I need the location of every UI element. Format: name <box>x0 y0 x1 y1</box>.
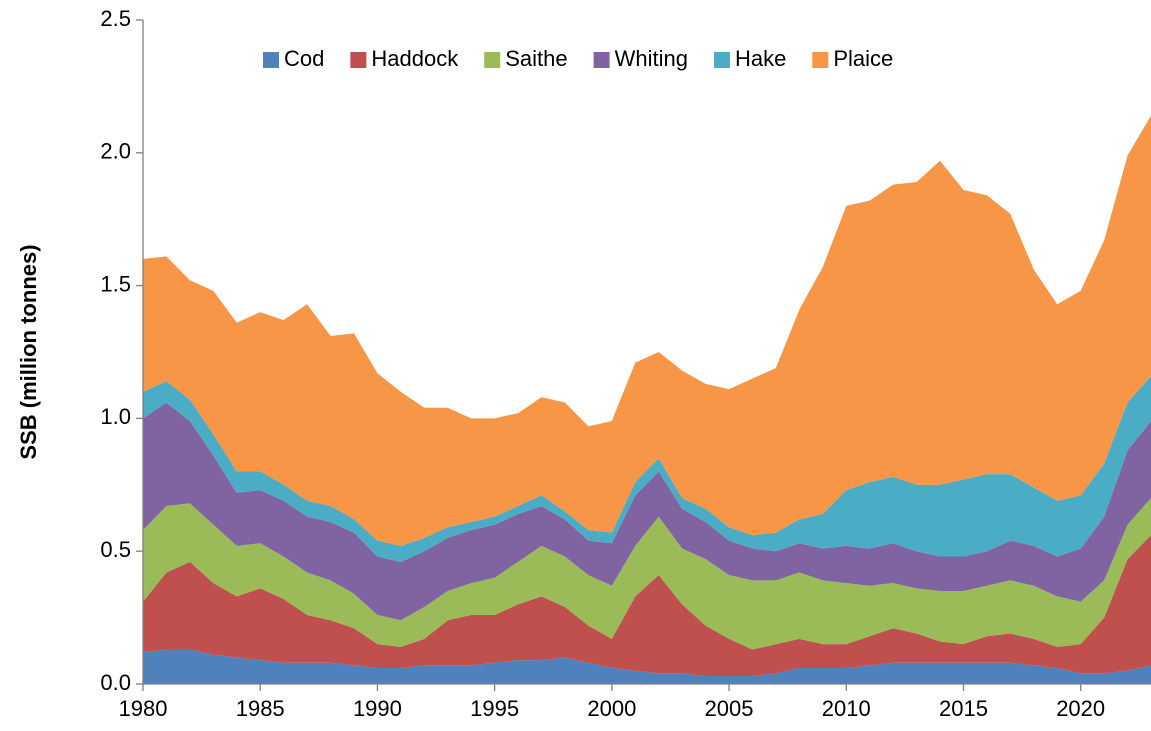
x-tick-label: 2000 <box>587 696 636 721</box>
area <box>143 115 1151 546</box>
y-tick-label: 0.0 <box>100 670 131 695</box>
y-tick-label: 2.0 <box>100 139 131 164</box>
area <box>143 535 1151 677</box>
x-tick-label: 1990 <box>353 696 402 721</box>
legend-label: Hake <box>735 46 786 71</box>
area <box>143 498 1151 650</box>
y-tick-label: 1.5 <box>100 271 131 296</box>
legend-label: Plaice <box>833 46 893 71</box>
y-axis-title: SSB (million tonnes) <box>16 244 41 459</box>
area <box>143 649 1151 684</box>
y-tick-label: 1.0 <box>100 404 131 429</box>
x-tick-label: 2005 <box>705 696 754 721</box>
legend-swatch <box>484 52 501 68</box>
legend-swatch <box>713 52 730 68</box>
legend-label: Haddock <box>371 46 459 71</box>
x-tick-label: 1985 <box>236 696 285 721</box>
legend-label: Saithe <box>505 46 567 71</box>
area <box>143 402 1151 621</box>
legend-swatch <box>812 52 829 68</box>
x-tick-label: 1995 <box>470 696 519 721</box>
legend-label: Cod <box>284 46 324 71</box>
x-tick-label: 2010 <box>822 696 871 721</box>
area <box>143 375 1151 562</box>
legend-swatch <box>263 52 279 68</box>
y-tick-label: 2.5 <box>100 6 131 31</box>
legend-swatch <box>350 52 367 68</box>
y-tick-label: 0.5 <box>100 537 131 562</box>
legend-label: Whiting <box>615 46 688 71</box>
x-tick-label: 2015 <box>939 696 988 721</box>
legend-swatch <box>593 52 610 68</box>
x-tick-label: 2020 <box>1056 696 1105 721</box>
x-tick-label: 1980 <box>119 696 168 721</box>
